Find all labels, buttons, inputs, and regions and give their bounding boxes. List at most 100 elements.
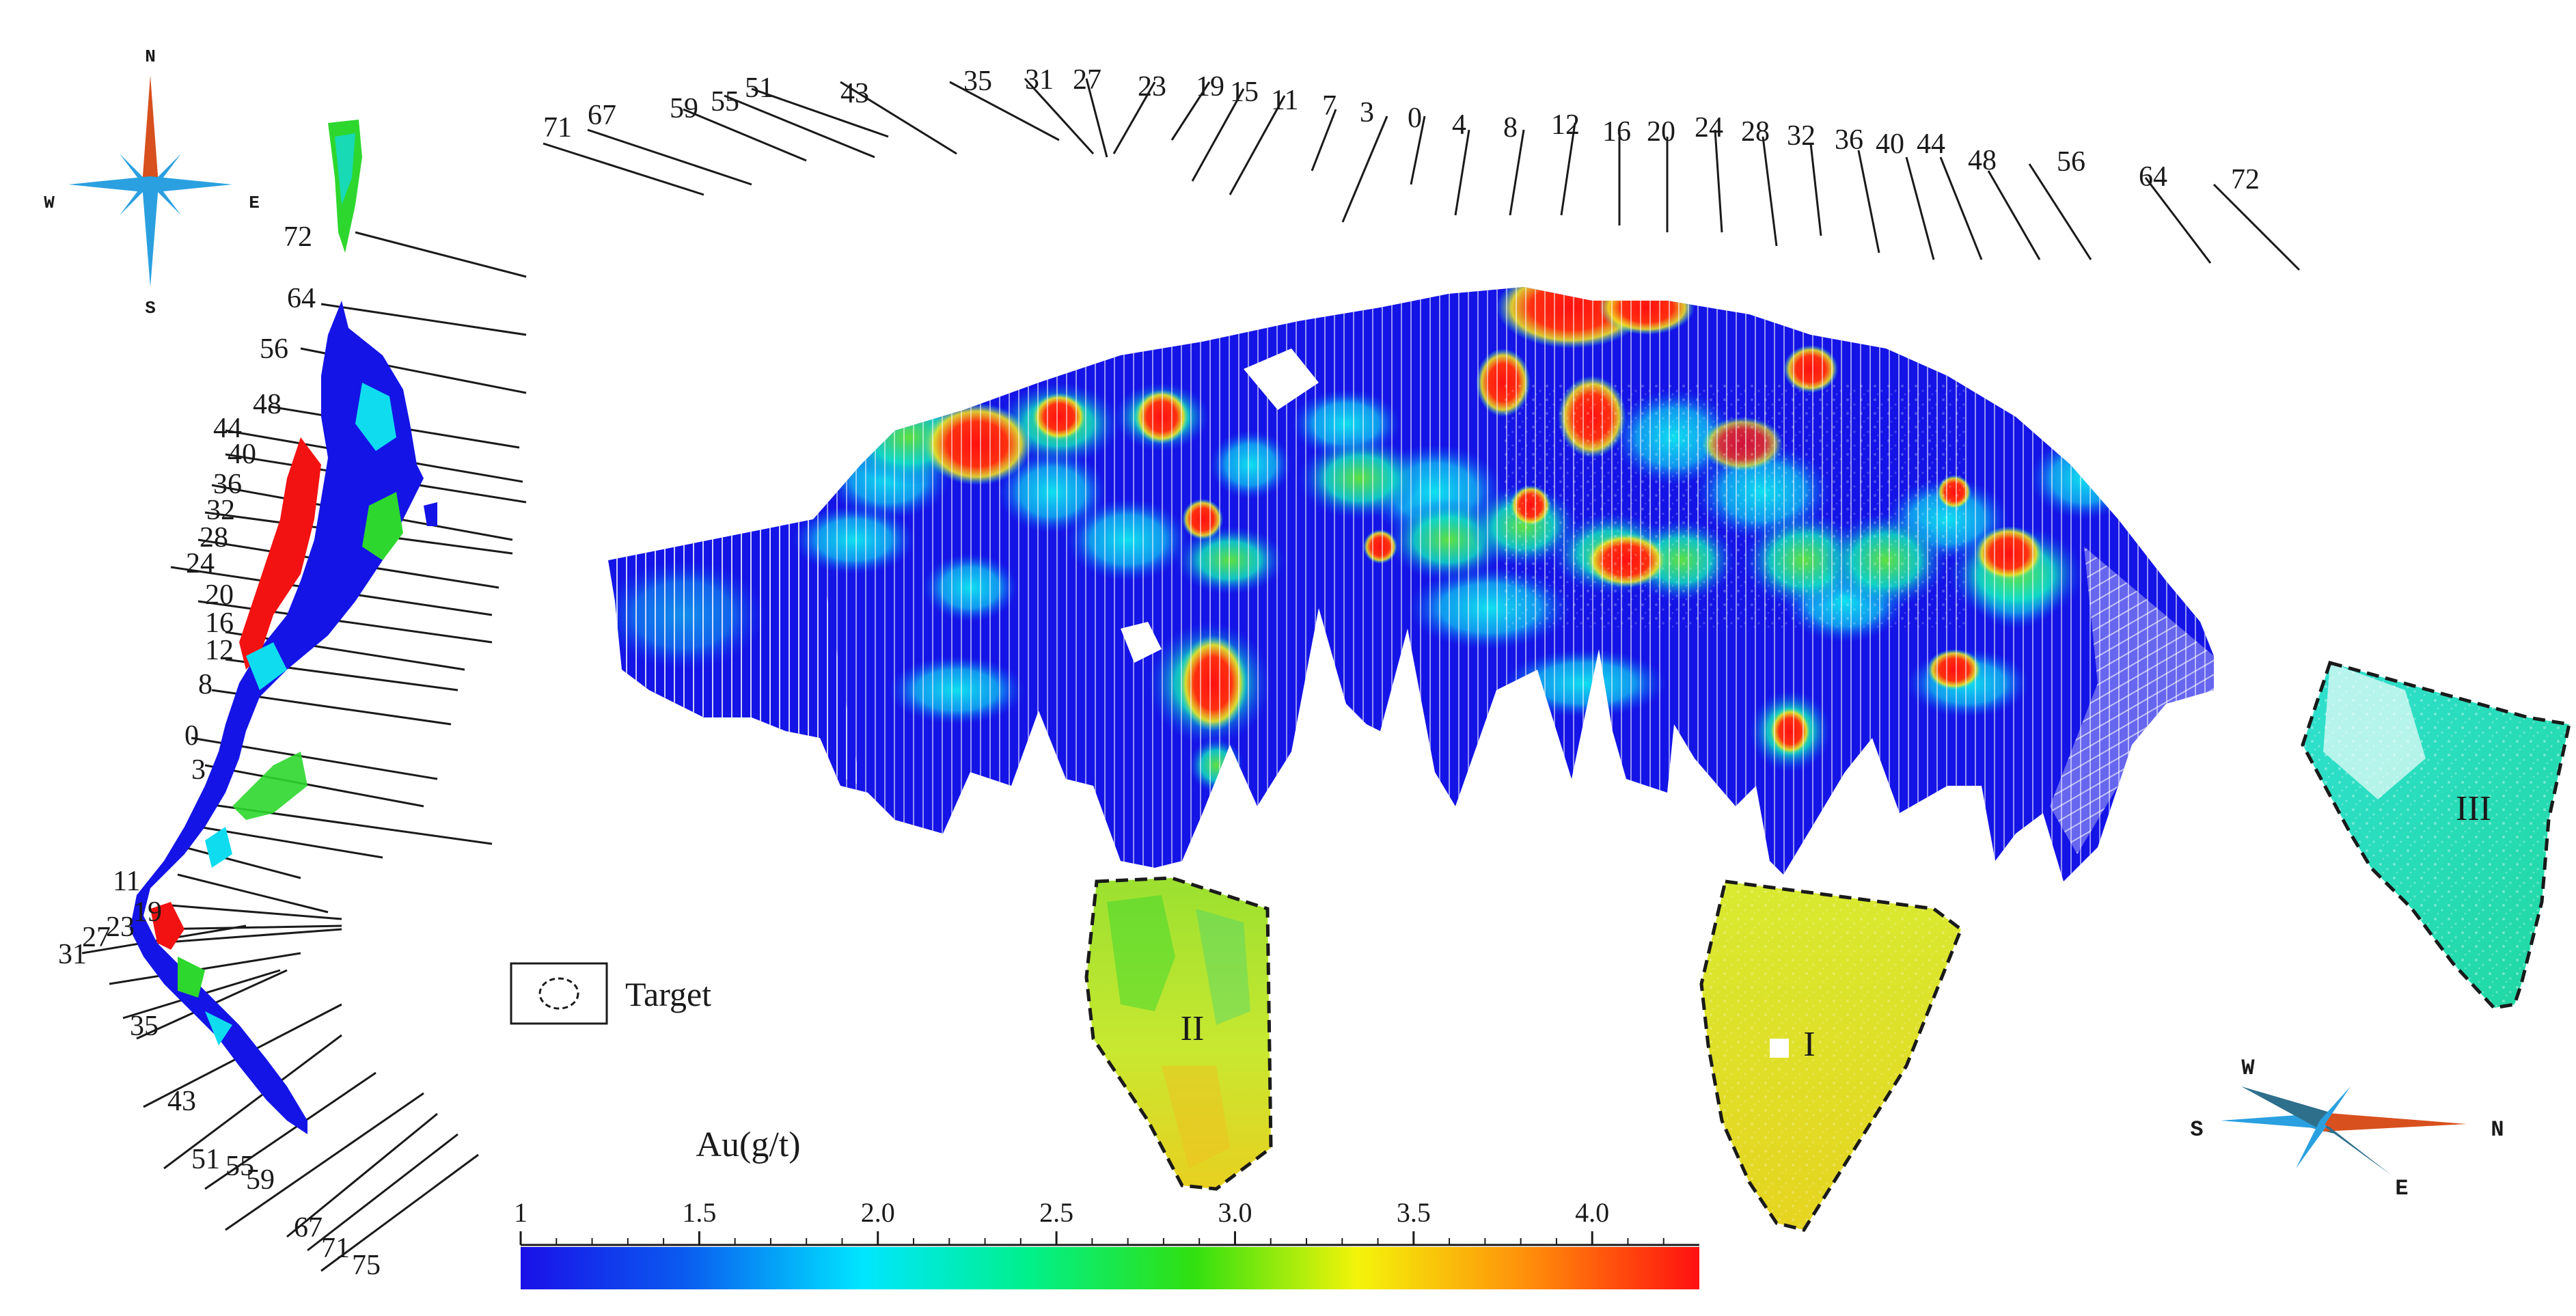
colorbar-tick-label: 4.0 — [1575, 1197, 1609, 1228]
top-section-label: 71 — [543, 112, 572, 143]
compass-west-arm — [68, 176, 150, 193]
left-section-label: 48 — [253, 389, 282, 420]
top-section-lines — [543, 77, 2301, 271]
left-section-label: 67 — [294, 1212, 323, 1244]
compass-bottom-n: N — [2491, 1117, 2504, 1142]
top-section-label: 44 — [1917, 128, 1945, 160]
left-section-label: 28 — [200, 522, 228, 553]
colorbar-tick-label: 3.0 — [1218, 1197, 1252, 1228]
target-iii — [2301, 660, 2571, 1010]
top-section-label: 28 — [1741, 116, 1770, 148]
left-section-label: 3 — [191, 754, 206, 786]
left-ore-body — [130, 120, 437, 1134]
left-section-label: 40 — [228, 439, 256, 470]
compass-top-s: S — [145, 298, 156, 318]
left-section-label: 75 — [352, 1250, 381, 1281]
compass-bottom-w: W — [2241, 1056, 2255, 1081]
colorbar-tick-label: 2.5 — [1039, 1197, 1073, 1228]
compass-bottom-right: W S N E — [2190, 1056, 2504, 1201]
colorbar-tick-label: 3.5 — [1397, 1197, 1431, 1228]
left-section-label: 51 — [191, 1144, 220, 1175]
top-section-label: 15 — [1230, 77, 1259, 108]
target-legend: Target — [510, 962, 711, 1025]
top-section-label: 43 — [840, 78, 869, 109]
compass-top-n: N — [145, 46, 156, 67]
compass-east-arm — [150, 176, 232, 193]
left-section-label: 43 — [167, 1086, 196, 1117]
colorbar-tick-label: 1.5 — [682, 1197, 716, 1228]
compass-bottom-e: E — [2395, 1176, 2408, 1201]
top-section-label: 40 — [1876, 128, 1904, 160]
top-section-label: 31 — [1025, 64, 1054, 96]
top-section-label: 51 — [745, 72, 773, 104]
left-section-label: 71 — [321, 1233, 350, 1264]
left-section-label: 24 — [186, 548, 215, 579]
left-section-label: 31 — [58, 939, 87, 970]
top-section-label: 72 — [2231, 164, 2260, 195]
top-section-label: 23 — [1138, 71, 1166, 102]
compass-south-needle — [142, 184, 159, 287]
left-section-label: 27 — [82, 922, 111, 953]
left-section-label: 55 — [225, 1151, 254, 1182]
compass-top-left: N S E W — [44, 46, 260, 318]
target-legend-label: Target — [625, 975, 711, 1013]
top-section-label: 64 — [2139, 161, 2167, 193]
left-section-label: 35 — [130, 1011, 159, 1042]
top-section-label: 27 — [1073, 64, 1101, 96]
left-section-label: 16 — [205, 607, 234, 639]
top-section-label: 35 — [963, 66, 992, 97]
colorbar-ticks: 1 1.5 2.0 2.5 3.0 3.5 4.0 — [514, 1197, 1609, 1245]
left-section-label: 0 — [184, 720, 199, 752]
top-section-label: 7 — [1322, 90, 1337, 122]
top-section-label: 56 — [2057, 146, 2085, 178]
compass-bottom-s: S — [2190, 1117, 2203, 1142]
target-legend-box — [510, 962, 608, 1025]
compass-north-needle — [142, 75, 159, 184]
top-section-label: 55 — [711, 86, 739, 118]
left-section-label: 56 — [260, 333, 288, 365]
left-section-label: 72 — [284, 221, 312, 253]
top-section-label: 36 — [1835, 124, 1863, 156]
target-ii — [1084, 876, 1273, 1191]
left-section-label: 11 — [113, 866, 140, 897]
left-section-label: 32 — [206, 495, 235, 526]
top-section-label: 11 — [1271, 85, 1298, 116]
target-i — [1699, 879, 1964, 1232]
colorbar-title: Au(g/t) — [696, 1125, 800, 1164]
top-section-label: 32 — [1787, 120, 1815, 152]
left-section-label: 19 — [133, 896, 162, 928]
top-section-label: 67 — [588, 100, 616, 131]
top-section-label: 16 — [1602, 116, 1631, 148]
top-section-label: 4 — [1452, 109, 1466, 141]
compass-east-arm-2 — [2316, 1121, 2392, 1175]
top-section-label: 24 — [1695, 112, 1723, 143]
top-section-label: 8 — [1503, 112, 1518, 143]
left-section-label: 44 — [213, 413, 242, 444]
left-section-label: 20 — [205, 579, 234, 611]
target-iii-label: III — [2456, 789, 2491, 828]
top-section-label: 19 — [1196, 71, 1224, 102]
top-section-label: 59 — [670, 93, 698, 124]
left-section-lines — [81, 231, 527, 1272]
top-section-labels: 71 67 59 55 51 43 35 31 27 23 19 15 11 7 3 0 4 8 12 16 20 24 2… — [543, 64, 2260, 195]
compass-west-arm-2 — [2241, 1086, 2330, 1127]
colorbar-gradient — [521, 1247, 1699, 1289]
top-section-label: 0 — [1408, 102, 1422, 134]
left-section-label: 64 — [287, 283, 316, 314]
colorbar-tick-label: 1 — [514, 1197, 527, 1228]
left-section-label: 23 — [106, 911, 135, 943]
top-section-label: 3 — [1360, 97, 1374, 128]
main-ore-body — [608, 287, 2214, 881]
compass-top-w: W — [44, 193, 55, 213]
top-section-label: 12 — [1551, 109, 1580, 141]
compass-north-arm — [2320, 1112, 2467, 1132]
left-section-label: 8 — [198, 669, 213, 700]
left-section-label: 12 — [205, 635, 234, 666]
colorbar-tick-label: 2.0 — [861, 1197, 895, 1228]
compass-top-e: E — [249, 193, 260, 213]
target-legend-symbol — [538, 977, 579, 1010]
target-i-label: I — [1803, 1025, 1815, 1064]
